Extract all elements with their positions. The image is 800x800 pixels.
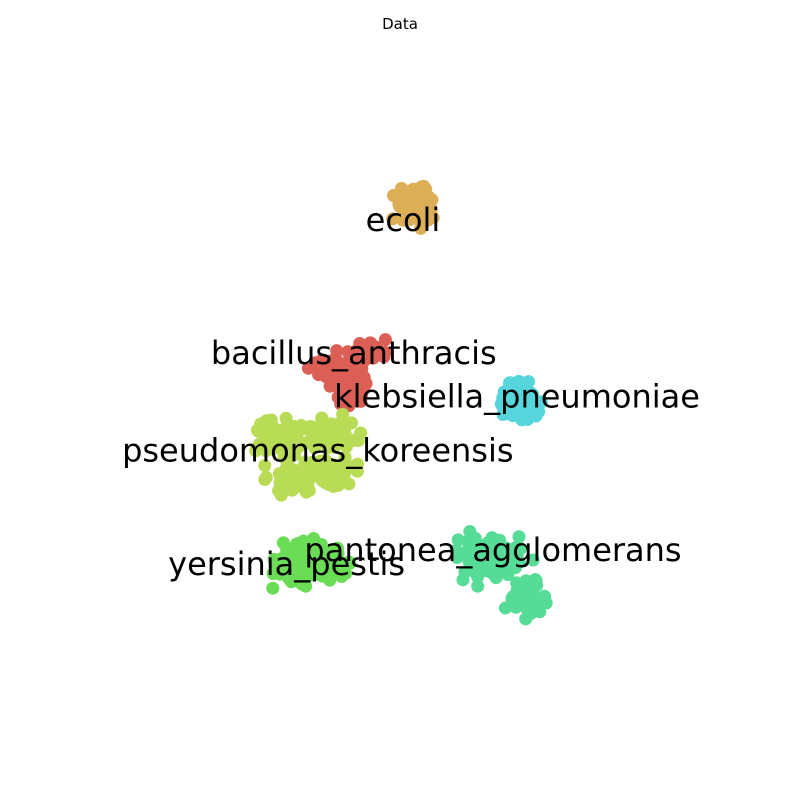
data-point — [323, 562, 337, 576]
data-point — [469, 558, 483, 572]
data-point — [329, 550, 343, 564]
data-point — [512, 530, 526, 544]
data-point — [522, 578, 536, 592]
data-point — [285, 483, 299, 497]
chart-title: Data — [382, 15, 418, 33]
data-point — [456, 573, 470, 587]
data-point — [501, 568, 515, 581]
cluster-labels-layer: ecoli bacillus_anthracis klebsiella_pneumo… — [122, 201, 700, 583]
data-point — [482, 542, 496, 556]
data-point — [378, 333, 392, 347]
data-point — [294, 559, 308, 573]
data-point — [498, 601, 512, 615]
data-point — [538, 594, 552, 608]
data-point — [512, 374, 526, 388]
data-point — [258, 473, 272, 486]
data-point — [320, 368, 334, 382]
data-point — [266, 581, 280, 595]
series-pseudomonas_koreensis — [249, 407, 368, 502]
data-point — [463, 525, 477, 538]
data-point — [313, 549, 327, 563]
data-point — [338, 450, 352, 464]
data-point — [386, 212, 400, 226]
data-point — [285, 439, 299, 453]
data-point — [273, 475, 287, 489]
data-point — [344, 384, 357, 398]
data-point — [519, 390, 533, 404]
series-ecoli — [386, 179, 440, 235]
data-point — [355, 387, 369, 401]
data-point — [343, 460, 357, 474]
data-point — [308, 359, 322, 373]
cluster-label-klebsiella_pneumoniae: klebsiella_pneumoniae — [334, 377, 700, 415]
series-klebsiella_pneumoniae — [494, 374, 548, 427]
series-yersinia_pestis — [266, 532, 357, 595]
data-point — [327, 352, 341, 366]
series-pantonea_agglomerans — [449, 525, 553, 626]
data-point — [415, 208, 429, 222]
data-point — [509, 600, 523, 614]
data-point — [327, 474, 341, 488]
cluster-label-pseudomonas_koreensis: pseudomonas_koreensis — [122, 431, 513, 469]
data-point — [286, 574, 300, 588]
data-point — [526, 553, 540, 567]
cluster-label-bacillus_anthracis: bacillus_anthracis — [211, 334, 497, 372]
data-point — [306, 455, 319, 469]
cluster-label-pantonea_agglomerans: pantonea_agglomerans — [304, 531, 681, 569]
points-layer — [249, 179, 553, 626]
data-point — [250, 423, 264, 437]
data-point — [295, 422, 309, 436]
data-point — [377, 350, 391, 364]
data-point — [345, 416, 358, 430]
data-point — [395, 181, 408, 195]
data-point — [273, 567, 287, 581]
data-point — [466, 544, 480, 558]
data-point — [519, 612, 533, 626]
data-point — [450, 551, 464, 564]
data-point — [356, 372, 370, 386]
data-point — [363, 336, 377, 350]
data-point — [308, 441, 322, 455]
data-point — [274, 552, 288, 566]
data-point — [299, 485, 313, 499]
data-point — [342, 477, 356, 491]
data-point — [414, 221, 428, 235]
data-point — [502, 388, 516, 402]
data-point — [326, 436, 340, 450]
data-point — [451, 533, 465, 547]
data-point — [324, 417, 338, 431]
data-point — [352, 355, 366, 369]
data-point — [289, 466, 303, 480]
data-point — [315, 459, 329, 473]
data-point — [249, 444, 263, 458]
data-point — [343, 369, 357, 383]
cluster-label-yersinia_pestis: yersinia_pestis — [168, 545, 405, 583]
data-point — [354, 426, 368, 440]
cluster-label-ecoli: ecoli — [366, 201, 441, 239]
data-point — [312, 424, 326, 438]
data-point — [487, 554, 501, 568]
series-bacillus_anthracis — [301, 333, 392, 413]
data-point — [520, 589, 534, 603]
data-point — [406, 186, 419, 200]
data-point — [258, 459, 272, 473]
data-point — [280, 417, 294, 431]
data-point — [419, 182, 433, 196]
data-point — [471, 579, 485, 593]
data-point — [271, 433, 285, 447]
data-point — [329, 464, 343, 478]
